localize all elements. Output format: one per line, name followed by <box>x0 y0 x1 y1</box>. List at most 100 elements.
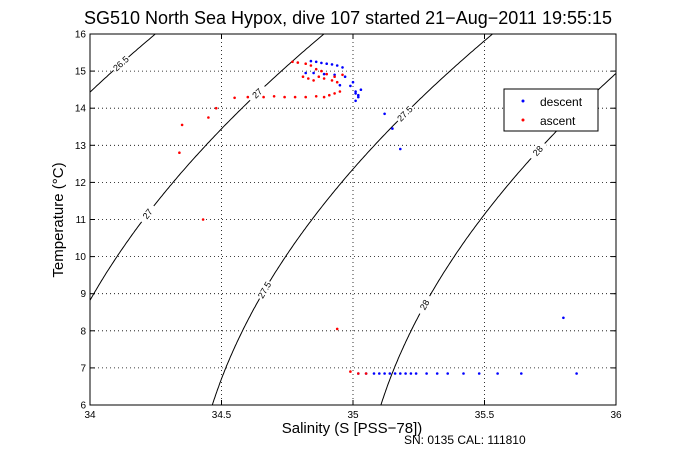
y-tick-label: 12 <box>75 178 87 189</box>
contour-line <box>211 34 493 405</box>
descent-point <box>354 99 357 103</box>
y-tick-label: 13 <box>75 141 87 152</box>
ascent-point <box>301 75 305 78</box>
contour-label: 27 <box>141 207 155 221</box>
x-tick-label: 34 <box>84 410 96 421</box>
contour-label: 28 <box>531 144 545 158</box>
ascent-point <box>309 64 313 67</box>
y-tick-label: 14 <box>75 104 87 115</box>
y-tick-label: 10 <box>75 252 87 263</box>
ascent-point <box>338 90 342 93</box>
legend-label-ascent: ascent <box>540 114 576 128</box>
chart-title: SG510 North Sea Hypox, dive 107 started … <box>84 8 612 28</box>
descent-point <box>409 372 413 375</box>
series-ascent <box>178 60 368 375</box>
contour-label-bg <box>246 82 269 104</box>
y-tick-label: 15 <box>75 67 87 78</box>
contour-label: 28 <box>418 298 432 312</box>
legend-marker-descent <box>521 99 525 103</box>
contour-label-bg <box>137 202 158 225</box>
ascent-point <box>307 77 310 80</box>
descent-point <box>338 83 342 87</box>
descent-point <box>322 72 326 76</box>
ascent-point <box>333 92 336 95</box>
ascent-point <box>341 73 344 77</box>
ascent-point <box>328 93 331 97</box>
y-axis-ticks: 6 7 8 9 10 11 12 13 14 15 16 <box>75 30 616 412</box>
contour-26-5: 26.5 <box>90 34 156 93</box>
contour-label-bg <box>415 293 434 317</box>
descent-point <box>333 73 336 77</box>
descent-point <box>562 316 565 320</box>
ascent-point <box>325 72 329 76</box>
series-descent <box>304 59 578 375</box>
descent-point <box>399 147 402 151</box>
ascent-point <box>178 151 181 154</box>
descent-point <box>446 372 450 375</box>
ascent-point <box>246 95 250 99</box>
descent-point <box>462 372 465 375</box>
descent-point <box>349 84 352 88</box>
ascent-point <box>262 95 265 99</box>
ascent-point <box>180 123 184 127</box>
descent-point <box>351 80 355 84</box>
descent-point <box>496 372 499 375</box>
ascent-point <box>330 79 334 82</box>
x-tick-label: 36 <box>610 410 622 421</box>
descent-point <box>435 372 439 375</box>
x-tick-label: 35 <box>347 410 359 421</box>
descent-point <box>309 59 313 63</box>
ascent-point <box>293 95 297 99</box>
descent-point <box>354 90 357 93</box>
ascent-point <box>320 69 323 73</box>
ascent-point <box>314 67 318 71</box>
descent-point <box>383 112 386 116</box>
descent-point <box>314 60 318 64</box>
ascent-point <box>333 75 336 78</box>
descent-point <box>425 372 428 375</box>
x-axis-ticks: 34 34.5 35 35.5 36 <box>84 34 622 421</box>
y-tick-label: 11 <box>76 215 87 226</box>
y-tick-label: 8 <box>80 326 86 337</box>
descent-point <box>357 95 360 99</box>
ascent-point <box>304 95 308 99</box>
descent-point <box>359 88 363 91</box>
ascent-point <box>357 372 360 375</box>
contour-label-bg <box>394 103 416 125</box>
legend-box <box>503 88 599 132</box>
descent-point <box>320 61 323 65</box>
descent-point <box>399 372 402 375</box>
descent-point <box>391 127 394 130</box>
descent-point <box>372 372 376 375</box>
y-tick-label: 6 <box>80 401 86 412</box>
contour-27: 27 27 <box>90 34 325 302</box>
ascent-point <box>314 95 318 98</box>
descent-point <box>325 62 329 65</box>
ascent-point <box>296 61 300 64</box>
ascent-point <box>233 96 236 100</box>
y-axis-label: Temperature (°C) <box>50 162 67 277</box>
contour-label-bg <box>527 140 549 162</box>
ascent-point <box>335 80 339 84</box>
descent-point <box>575 372 578 375</box>
descent-point <box>520 372 523 375</box>
descent-point <box>343 75 347 78</box>
serial-calibration-note: SN: 0135 CAL: 111810 <box>404 433 526 447</box>
descent-point <box>335 64 339 67</box>
ascent-point <box>364 372 368 375</box>
descent-point <box>354 92 357 95</box>
descent-point <box>388 372 392 375</box>
ascent-point <box>317 75 321 78</box>
ascent-point <box>322 95 326 99</box>
y-tick-label: 7 <box>80 363 86 374</box>
ascent-point <box>207 116 210 119</box>
descent-point <box>304 71 308 75</box>
ascent-point <box>304 62 308 65</box>
contour-label-bg <box>255 278 274 302</box>
descent-point <box>312 71 315 75</box>
legend-label-descent: descent <box>540 95 583 109</box>
descent-point <box>404 372 407 375</box>
contour-label: 27 <box>250 86 264 100</box>
ascent-point <box>312 79 315 82</box>
